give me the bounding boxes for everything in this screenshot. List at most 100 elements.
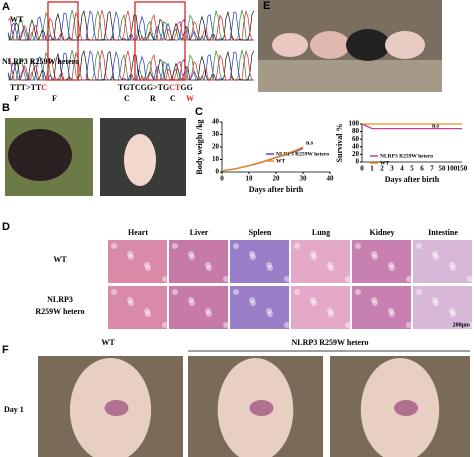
texture <box>145 265 151 271</box>
texture <box>266 308 272 314</box>
texture <box>189 254 195 260</box>
texture <box>294 289 300 295</box>
texture <box>250 300 256 306</box>
column-label: WT <box>101 338 115 347</box>
texture <box>416 243 422 249</box>
y-tick-label: 20 <box>212 143 220 151</box>
y-tick-label: 30 <box>212 130 220 138</box>
texture <box>449 262 455 268</box>
legend-label: WT <box>380 160 390 166</box>
x-tick-label: 5 <box>410 165 414 173</box>
texture <box>144 308 150 314</box>
histology-image <box>169 240 228 283</box>
x-axis-label: Days after birth <box>249 185 304 194</box>
texture <box>433 254 439 260</box>
codon: TGTCGG>TGCTGG <box>118 83 193 92</box>
x-tick-label: 6 <box>420 165 424 173</box>
column-label: Liver <box>190 228 209 237</box>
histology-image <box>413 286 472 329</box>
row-label: WT <box>10 15 24 24</box>
legend-label: WT <box>276 158 286 164</box>
series-line <box>221 146 304 172</box>
texture <box>467 322 473 328</box>
texture <box>188 251 194 257</box>
x-tick-label: 40 <box>327 175 335 183</box>
y-axis-label: Body weight /kg <box>195 119 204 174</box>
pig <box>346 29 390 61</box>
texture <box>449 308 455 314</box>
row-label: NLRP3 R259W hetero <box>2 57 79 66</box>
texture <box>328 311 334 317</box>
lesion <box>249 400 274 416</box>
amino-acid: C <box>170 94 176 103</box>
texture <box>432 251 438 257</box>
trace <box>7 9 254 41</box>
y-tick-label: 40 <box>352 142 360 150</box>
texture <box>206 311 212 317</box>
texture <box>127 297 133 303</box>
texture <box>267 311 273 317</box>
texture <box>162 322 168 328</box>
texture <box>311 254 317 260</box>
texture <box>432 297 438 303</box>
texture <box>162 276 168 282</box>
texture <box>450 311 456 317</box>
texture <box>372 300 378 306</box>
texture <box>145 311 151 317</box>
texture <box>249 251 255 257</box>
texture <box>450 265 456 271</box>
texture <box>406 322 412 328</box>
texture <box>266 262 272 268</box>
texture <box>355 243 361 249</box>
texture <box>416 289 422 295</box>
highlight-box <box>134 1 186 81</box>
texture <box>345 322 351 328</box>
column-label: Kidney <box>370 228 395 237</box>
texture <box>188 297 194 303</box>
histology-image <box>291 286 350 329</box>
histology-image <box>230 286 289 329</box>
trace <box>7 49 254 81</box>
amino-acid: C <box>124 94 130 103</box>
texture <box>388 262 394 268</box>
x-tick-label: 3 <box>390 165 394 173</box>
row-label: R259W hetero <box>35 307 84 316</box>
histology-image <box>413 240 472 283</box>
texture <box>406 276 412 282</box>
axis <box>221 122 330 173</box>
x-tick-label: 30 <box>300 175 308 183</box>
pig <box>310 31 350 59</box>
texture <box>267 265 273 271</box>
x-tick-label: 1 <box>370 165 374 173</box>
panel-label: B <box>2 102 10 114</box>
histology-image <box>230 240 289 283</box>
x-axis-label: Days after birth <box>385 175 440 184</box>
texture <box>128 254 134 260</box>
texture <box>371 251 377 257</box>
row-label: NLRP3 <box>47 295 73 304</box>
highlight-box <box>47 1 79 81</box>
texture <box>371 297 377 303</box>
piglet <box>8 129 72 181</box>
pig <box>272 33 308 57</box>
texture <box>467 276 473 282</box>
annotation: n.s <box>306 140 314 146</box>
texture <box>389 311 395 317</box>
column-label: Spleen <box>249 228 272 237</box>
y-tick-label: 0 <box>356 158 360 166</box>
codon: TTT>TTC <box>10 83 47 92</box>
amino-acid: W <box>186 94 194 103</box>
texture <box>172 289 178 295</box>
texture <box>328 265 334 271</box>
texture <box>284 276 290 282</box>
texture <box>310 297 316 303</box>
histology-image <box>169 286 228 329</box>
lesion <box>394 400 418 416</box>
texture <box>233 243 239 249</box>
texture <box>206 265 212 271</box>
annotation: n.s <box>432 123 440 129</box>
texture <box>249 297 255 303</box>
texture <box>355 289 361 295</box>
texture <box>327 262 333 268</box>
